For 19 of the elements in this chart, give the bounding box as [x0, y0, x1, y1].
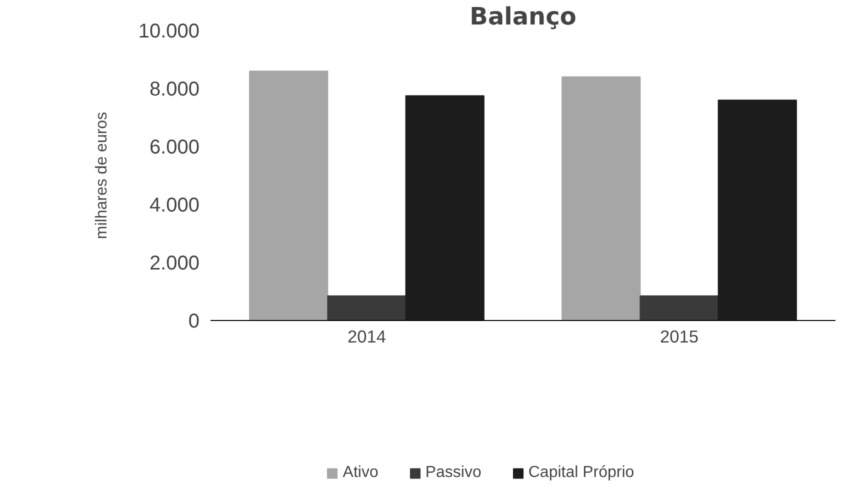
bar — [562, 76, 641, 320]
x-tick-label: 2015 — [660, 326, 699, 346]
legend-label: Capital Próprio — [528, 464, 634, 482]
bar — [718, 100, 797, 320]
bar — [640, 295, 719, 320]
y-tick-label: 8.000 — [149, 78, 200, 100]
bar — [405, 95, 484, 320]
chart-title: Balanço — [470, 2, 576, 30]
y-tick-label: 10.000 — [138, 20, 200, 42]
y-tick-label: 2.000 — [149, 252, 200, 274]
y-tick-label: 6.000 — [149, 136, 200, 158]
legend-label: Ativo — [342, 464, 378, 482]
y-tick-label: 0 — [188, 310, 200, 332]
bar — [249, 70, 328, 320]
x-tick-label: 2014 — [347, 326, 386, 346]
y-tick-label: 4.000 — [149, 194, 200, 216]
legend-label: Passivo — [425, 464, 482, 482]
bar — [327, 295, 406, 320]
y-axis-title: milhares de euros — [93, 112, 110, 240]
